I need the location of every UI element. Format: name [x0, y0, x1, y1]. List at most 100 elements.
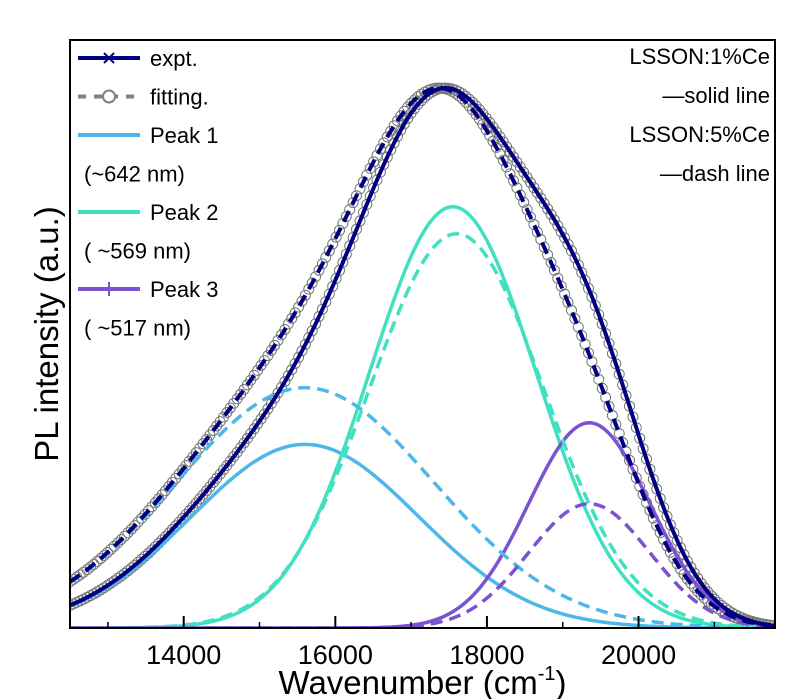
fitting-point	[484, 129, 496, 141]
sample-annotation: LSSON:1%Ce	[629, 44, 770, 69]
fitting-point	[316, 258, 328, 270]
fitting-point	[514, 189, 526, 201]
fitting-point	[374, 166, 386, 178]
fitting-point	[576, 267, 588, 278]
fitting-point	[289, 358, 301, 370]
fitting-point	[296, 345, 308, 357]
fitting-point	[265, 398, 277, 410]
series-peak-3-dashed	[70, 502, 775, 628]
fitting-point	[279, 324, 291, 335]
fitting-point	[470, 100, 482, 112]
fitting-point	[555, 226, 567, 238]
fitting-point	[497, 154, 509, 166]
fitting-point	[504, 168, 516, 180]
fitting-point	[357, 176, 369, 188]
fitting-point	[480, 124, 492, 136]
fitting-point	[402, 101, 414, 113]
fitting-point	[344, 204, 356, 216]
fitting-point	[204, 481, 216, 493]
fitting-point	[552, 220, 564, 232]
x-axis-title: Wavenumber (cm-1)	[279, 663, 567, 699]
fitting-point	[190, 497, 202, 509]
series-expt-solid	[70, 85, 775, 628]
fitting-point	[276, 329, 287, 341]
fitting-point	[296, 295, 308, 307]
x-tick-label: 18000	[449, 640, 524, 670]
fitting-point	[477, 118, 489, 130]
x-tick-label: 16000	[298, 640, 373, 670]
fitting-point	[327, 238, 339, 250]
series-peak-2-dashed	[70, 232, 775, 628]
fitting-point	[299, 338, 311, 350]
legend-marker	[103, 52, 115, 64]
fitting-point	[98, 550, 110, 561]
fitting-point	[545, 257, 557, 268]
legend-label: Peak 1	[150, 123, 219, 148]
fitting-point	[197, 489, 209, 501]
fitting-point	[351, 190, 362, 202]
fitting-point	[102, 547, 113, 558]
fitting-point	[105, 543, 117, 555]
series-peak-2-solid	[70, 205, 775, 628]
fitting-point	[303, 332, 315, 344]
sample-annotation: —solid line	[662, 83, 770, 108]
fitting-point	[282, 370, 294, 382]
legend-item: Peak 2	[78, 200, 219, 225]
fitting-point	[354, 183, 366, 195]
fitting-point	[310, 271, 322, 283]
fitting-point	[306, 325, 318, 337]
legend: expt. fitting. Peak 1 (~642 nm) Peak 2 ( ~569…	[78, 46, 219, 341]
fitting-point	[286, 312, 298, 324]
legend-label: fitting.	[150, 85, 209, 110]
fitting-point	[187, 501, 199, 513]
fitting-point	[368, 156, 380, 168]
fitting-point	[548, 214, 560, 226]
fitting-point	[149, 497, 161, 509]
legend-item: fitting.	[78, 85, 209, 110]
fitting-point	[409, 103, 420, 115]
fitting-point	[282, 318, 294, 330]
fitting-point	[112, 537, 124, 549]
fitting-point	[559, 232, 571, 244]
fitting-point	[569, 252, 581, 264]
fitting-point	[108, 540, 120, 552]
fitting-point	[85, 561, 96, 573]
fitting-point	[494, 148, 506, 160]
fitting-point	[115, 534, 127, 546]
legend-label: expt.	[150, 46, 198, 71]
legend-item: Peak 1	[78, 123, 219, 148]
fitting-point	[122, 527, 134, 539]
fitting-point	[562, 238, 574, 250]
fitting-point	[320, 251, 332, 263]
plot-frame	[69, 39, 776, 629]
fitting-point	[146, 501, 158, 513]
fitting-point	[132, 516, 144, 528]
fitting-point	[518, 196, 530, 208]
fitting-point	[279, 376, 291, 387]
fitting-point	[508, 175, 519, 187]
legend-item: Peak 3	[78, 277, 219, 302]
fitting-point	[337, 217, 349, 229]
fitting-point	[323, 245, 335, 257]
fitting-point	[293, 351, 305, 363]
fitting-point	[299, 289, 311, 301]
series-peak-1-solid	[70, 442, 775, 628]
fitting-point	[381, 131, 393, 143]
fitting-point	[385, 125, 397, 137]
fitting-point	[681, 555, 693, 567]
fitting-point	[490, 141, 502, 153]
fitting-point	[531, 226, 543, 238]
fitting-point	[88, 558, 100, 570]
fitting-point	[316, 303, 328, 315]
fitting-point	[405, 97, 417, 109]
fitting-point	[501, 161, 513, 173]
fitting-point	[678, 549, 690, 561]
fitting-point	[293, 301, 305, 313]
fitting-point	[91, 555, 103, 567]
fitting-point	[521, 204, 533, 216]
fitting-point	[129, 520, 141, 532]
fitting-point	[119, 530, 131, 542]
x-tick-label: 14000	[146, 640, 221, 670]
fitting-point	[201, 485, 212, 497]
